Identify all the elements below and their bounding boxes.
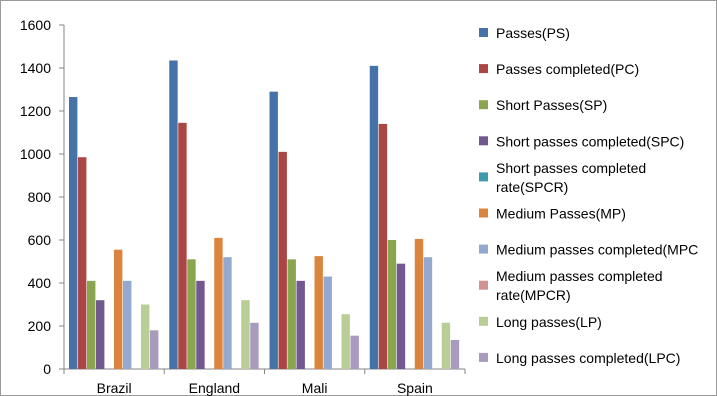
bar-spain-7	[423, 257, 433, 369]
bar-spain-10	[450, 339, 460, 369]
legend-label: Long passes(LP)	[496, 314, 602, 330]
y-tick-label: 1600	[20, 17, 51, 33]
bar-england-1	[169, 60, 178, 369]
bar-brazil-4	[96, 300, 105, 369]
bar-mali-3	[287, 259, 296, 369]
legend-swatch	[479, 280, 488, 290]
bar-england-6	[214, 237, 223, 369]
y-tick-label: 200	[28, 318, 52, 334]
legend-label: Long passes completed(LPC)	[496, 350, 680, 366]
legend-swatch	[479, 136, 488, 146]
legend-swatch	[479, 352, 488, 362]
bar-mali-9	[341, 314, 350, 369]
x-category-label: Spain	[397, 380, 433, 396]
bars	[69, 60, 460, 370]
bar-brazil-6	[114, 249, 123, 369]
y-tick-label: 0	[43, 361, 51, 377]
bar-mali-2	[278, 151, 287, 369]
y-tick-label: 1000	[20, 146, 51, 162]
bar-england-10	[250, 322, 259, 369]
legend-label: Medium passes completed(MPC	[496, 242, 698, 258]
bar-brazil-1	[69, 97, 78, 370]
bar-england-2	[178, 122, 187, 369]
bar-brazil-10	[150, 330, 159, 369]
bar-spain-3	[387, 240, 397, 369]
bar-brazil-7	[123, 280, 132, 369]
legend: Passes(PS) Passes completed(PC) Short Pass…	[479, 25, 698, 366]
y-tick-label: 1400	[20, 60, 51, 76]
bar-england-3	[187, 259, 196, 369]
legend-label: Short passes completed(SPC)	[496, 133, 684, 149]
bar-spain-1	[369, 65, 379, 369]
legend-swatch	[479, 100, 488, 110]
bar-brazil-2	[78, 157, 87, 369]
legend-swatch	[479, 28, 488, 37]
legend-swatch	[479, 316, 488, 326]
bar-spain-9	[441, 322, 451, 369]
bar-brazil-9	[141, 304, 150, 369]
bar-mali-7	[323, 276, 332, 369]
legend-swatch	[479, 244, 488, 254]
x-category-label: Brazil	[97, 380, 132, 396]
bar-england-9	[241, 300, 250, 369]
x-category-label: England	[189, 380, 240, 396]
bar-england-4	[196, 280, 205, 369]
legend-swatch	[479, 64, 488, 74]
y-tick-label: 600	[28, 232, 52, 248]
bar-mali-6	[314, 256, 323, 369]
bar-mali-10	[350, 335, 359, 369]
y-tick-label: 800	[28, 189, 52, 205]
bar-mali-1	[269, 91, 278, 370]
legend-label: Medium passes completed	[496, 268, 663, 284]
legend-label: Short passes completed	[496, 160, 646, 176]
bar-spain-6	[414, 238, 424, 369]
legend-label: Medium Passes(MP)	[496, 206, 626, 222]
x-category-label: Mali	[302, 380, 328, 396]
legend-label: Short Passes(SP)	[496, 97, 607, 113]
bar-spain-2	[378, 123, 388, 370]
legend-label: Passes(PS)	[496, 25, 570, 41]
legend-label: rate(MPCR)	[496, 287, 571, 303]
bar-england-7	[223, 257, 232, 369]
bar-spain-4	[396, 263, 406, 369]
y-axis: 0 200 400 600 800 1000 1200 1400 1600	[20, 17, 65, 377]
bar-brazil-3	[87, 280, 96, 369]
legend-swatch	[479, 208, 488, 218]
bar-mali-4	[296, 280, 305, 369]
y-tick-label: 1200	[20, 103, 51, 119]
legend-swatch	[479, 172, 488, 182]
y-tick-label: 400	[28, 275, 52, 291]
legend-label: rate(SPCR)	[496, 179, 568, 195]
legend-label: Passes completed(PC)	[496, 61, 639, 77]
